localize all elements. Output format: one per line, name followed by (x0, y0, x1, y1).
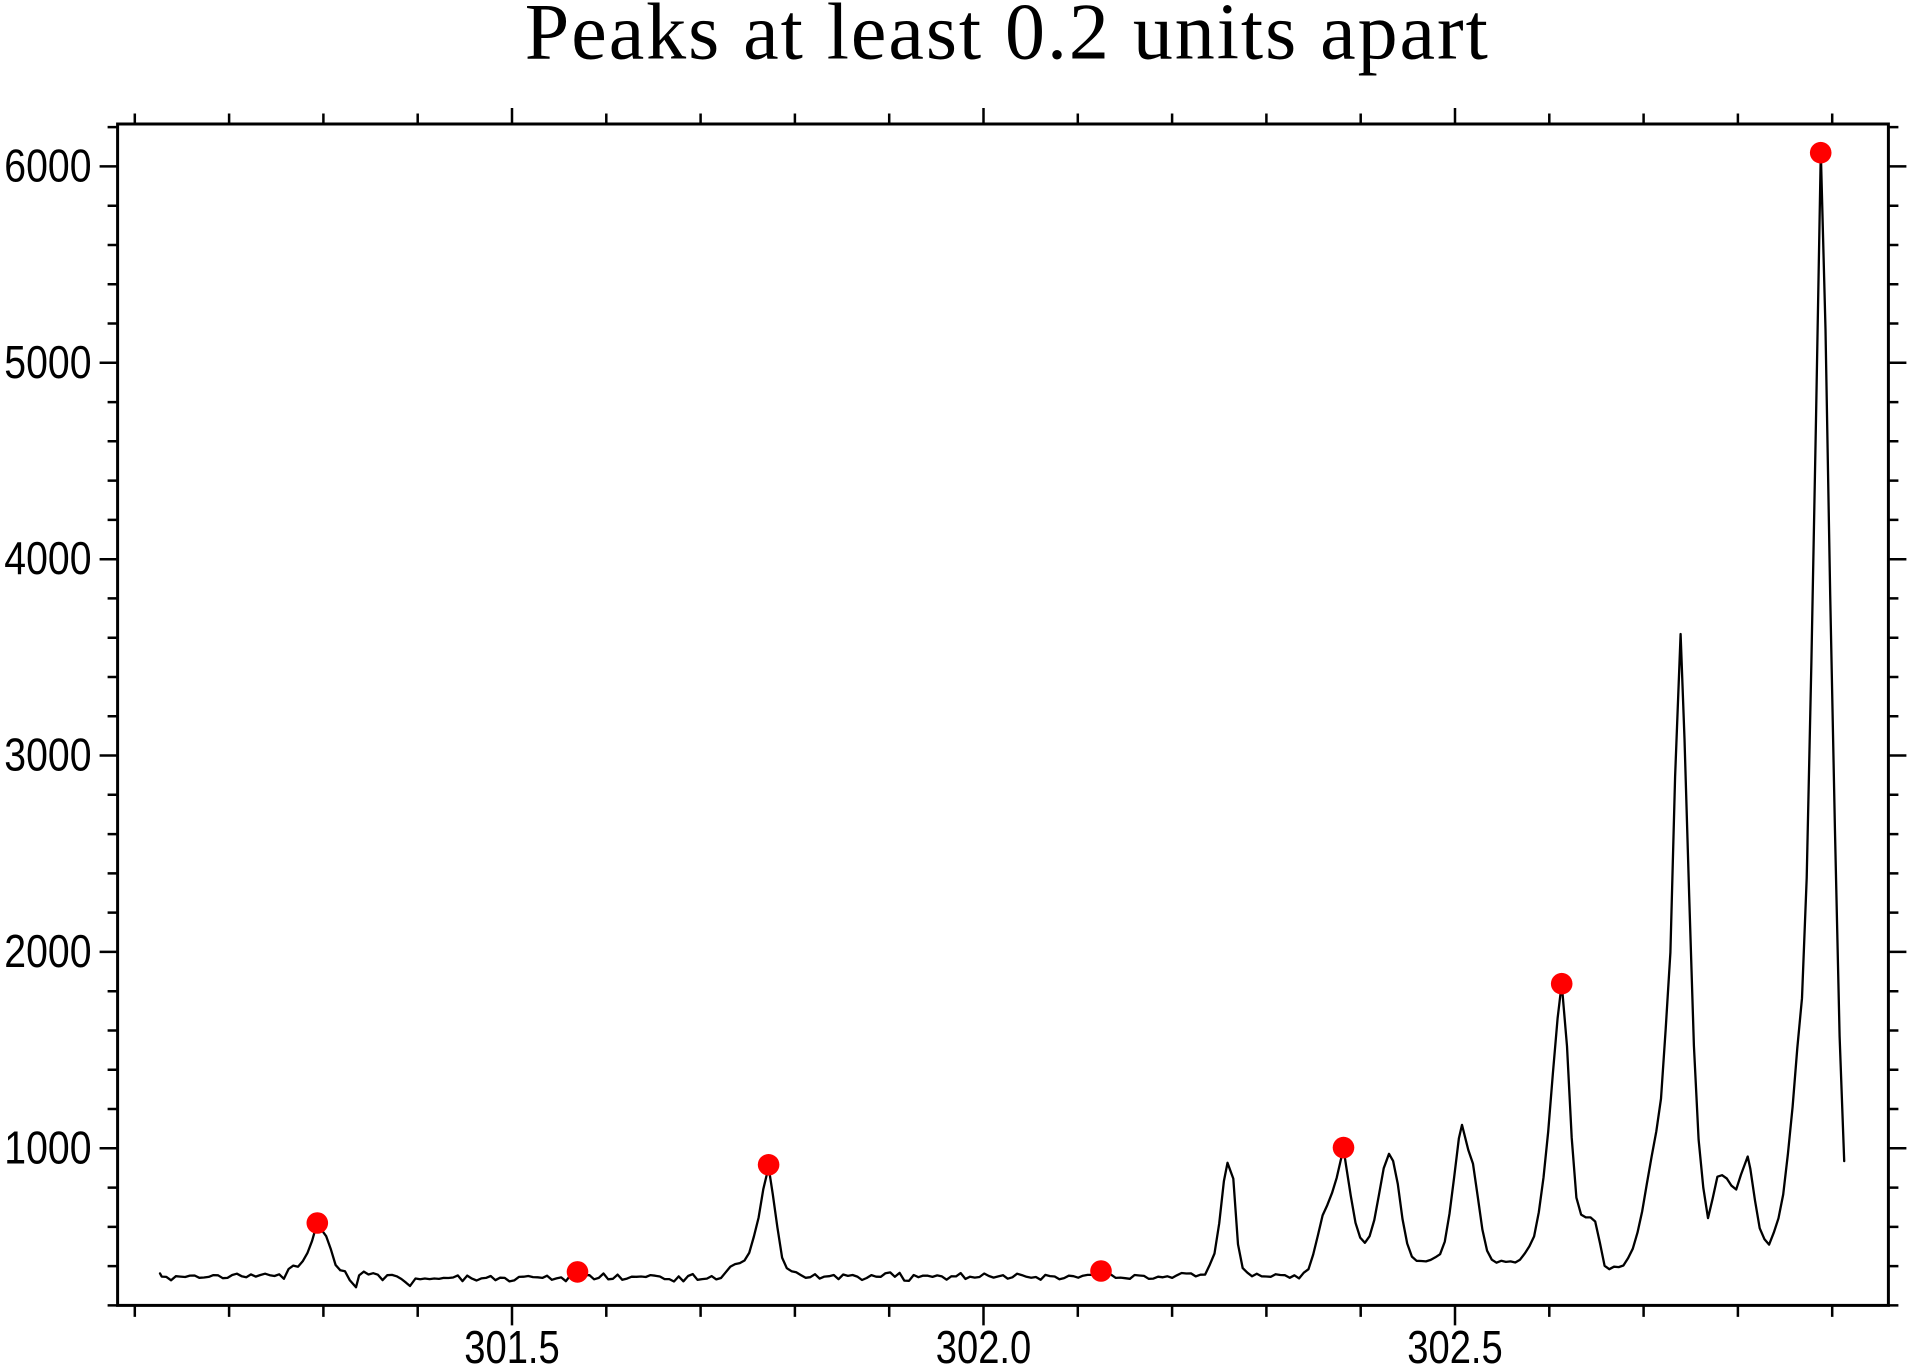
svg-text:5000: 5000 (4, 336, 91, 388)
svg-text:6000: 6000 (4, 139, 91, 191)
svg-text:4000: 4000 (4, 532, 91, 584)
svg-text:2000: 2000 (4, 925, 91, 977)
svg-text:Peaks at least 0.2 units apart: Peaks at least 0.2 units apart (525, 0, 1488, 77)
svg-text:302.0: 302.0 (936, 1321, 1032, 1366)
svg-text:301.5: 301.5 (464, 1321, 560, 1366)
svg-text:3000: 3000 (4, 729, 91, 781)
svg-text:1000: 1000 (4, 1121, 91, 1173)
svg-text:302.5: 302.5 (1407, 1321, 1503, 1366)
